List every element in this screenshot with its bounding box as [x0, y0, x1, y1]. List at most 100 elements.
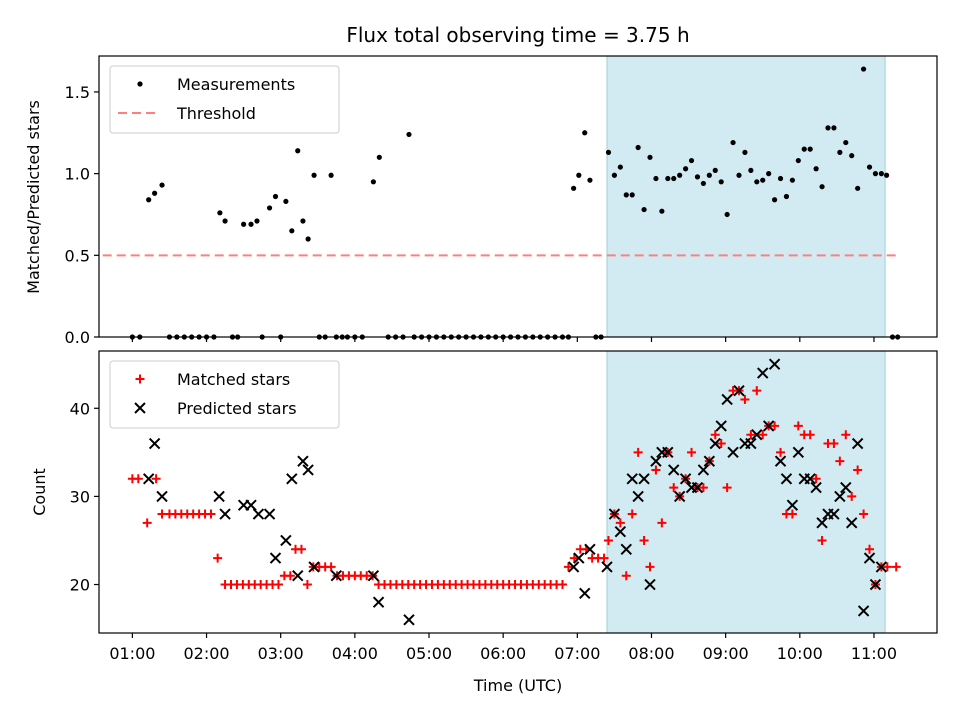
measurement-point [813, 166, 819, 172]
predicted-point [816, 517, 828, 529]
matched-point [302, 580, 312, 590]
measurement-point [289, 228, 295, 234]
measurement-point [837, 149, 843, 155]
measurement-point [623, 192, 629, 198]
predicted-point [804, 473, 816, 485]
predicted-point [308, 561, 320, 573]
predicted-point [263, 508, 276, 520]
predicted-point [851, 437, 864, 450]
measurement-point [248, 221, 254, 227]
matched-point [151, 474, 161, 484]
measurement-point [159, 182, 165, 188]
matched-point [710, 430, 720, 440]
predicted-point [620, 543, 632, 555]
matched-point [633, 447, 643, 457]
legend-label: Threshold [176, 104, 256, 123]
measurement-point [571, 185, 577, 191]
measurement-point [671, 175, 677, 182]
predicted-point [668, 464, 680, 476]
predicted-point [662, 446, 674, 459]
y-axis-label-top: Matched/Predicted stars [24, 100, 43, 294]
predicted-point [403, 614, 415, 626]
measurement-point [742, 149, 748, 155]
matched-point [206, 509, 216, 519]
measurement-point [146, 197, 152, 203]
y-tick-label: 0.5 [65, 246, 90, 265]
y-tick-label: 0.0 [65, 328, 90, 347]
matched-point [657, 518, 667, 528]
matched-point [891, 562, 901, 572]
predicted-point [780, 473, 793, 485]
predicted-point [156, 490, 168, 503]
matched-point [326, 562, 336, 572]
matched-point [752, 386, 762, 396]
measurement-point [766, 171, 772, 177]
legend-matched-symbol [135, 374, 145, 384]
predicted-point [567, 561, 580, 573]
measurement-point [801, 146, 807, 152]
predicted-point [302, 464, 314, 476]
predicted-point [292, 570, 304, 582]
y-axis-label-bottom: Count [30, 468, 49, 516]
measurement-point [576, 172, 582, 178]
x-tick-label: 11:00 [851, 644, 897, 663]
measurement-point [659, 208, 665, 214]
predicted-point [252, 508, 265, 520]
matched-point [865, 544, 875, 554]
measurement-point [795, 157, 801, 164]
y-tick-label: 30 [70, 487, 90, 506]
predicted-point [863, 552, 876, 564]
measurement-point [311, 172, 317, 178]
ratio-panel: 0.0 0.5 1.0 1.5 Measurements Threshold [65, 55, 938, 347]
measurement-point [748, 167, 754, 173]
predicted-point [727, 446, 739, 459]
measurement-point [777, 175, 784, 182]
predicted-point [372, 596, 385, 608]
legend-box [109, 360, 340, 429]
predicted-point [721, 393, 733, 406]
highlight-span [606, 350, 886, 634]
x-tick-label: 03:00 [258, 644, 304, 663]
measurement-point [617, 164, 623, 170]
predicted-point [792, 446, 805, 459]
measurement-point [635, 144, 641, 151]
matched-point [563, 562, 573, 572]
x-axis-label: Time (UTC) [473, 676, 562, 695]
predicted-point [367, 570, 380, 582]
y-tick-label: 1.0 [65, 165, 90, 184]
matched-point [811, 474, 821, 484]
measurement-point [789, 177, 795, 183]
matched-point [859, 509, 869, 519]
matched-point [722, 483, 732, 493]
predicted-point [679, 473, 692, 485]
measurement-point [730, 139, 736, 146]
predicted-point [757, 367, 769, 379]
legend-label: Matched stars [177, 370, 290, 389]
predicted-point [213, 490, 225, 503]
predicted-point [280, 534, 292, 547]
measurement-point [754, 179, 760, 185]
measurement-point [736, 172, 742, 178]
measurement-point [771, 197, 778, 203]
measurement-point [825, 125, 831, 131]
measurement-point [866, 164, 873, 170]
x-tick-label: 05:00 [406, 644, 452, 663]
plot-frame [98, 350, 938, 634]
predicted-point [745, 437, 757, 450]
matched-point [615, 518, 625, 528]
predicted-point [638, 473, 650, 485]
predicted-point [601, 561, 613, 573]
matched-point [817, 535, 827, 545]
y-tick-label: 1.5 [65, 83, 90, 102]
predicted-point [857, 605, 870, 617]
measurement-point [376, 154, 382, 160]
predicted-point [762, 420, 775, 432]
legend: Measurements Threshold [109, 65, 340, 134]
measurement-point [629, 192, 635, 198]
series-measurements [129, 66, 901, 340]
matched-point [557, 580, 567, 590]
predicted-point [733, 384, 745, 397]
measurement-point [653, 175, 659, 182]
predicted-point [269, 552, 282, 564]
x-tick-label: 06:00 [480, 644, 526, 663]
